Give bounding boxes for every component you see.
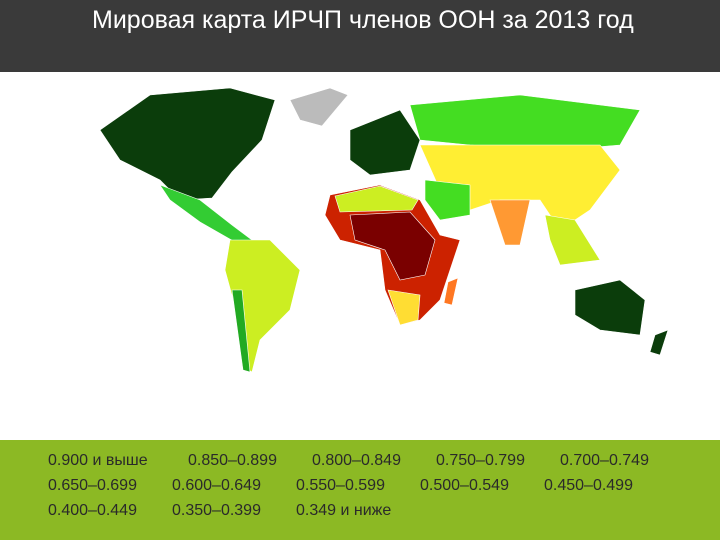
legend-item: 0.750–0.799: [436, 452, 525, 469]
north-america: [99, 87, 276, 201]
legend-item: 0.600–0.649: [172, 477, 261, 494]
legend-item: 0.650–0.699: [48, 477, 137, 494]
legend: 0.900 и выше 0.850–0.899 0.800–0.849 0.750–…: [0, 440, 720, 540]
world-map: [99, 87, 669, 373]
chile: [231, 289, 251, 373]
legend-item: 0.700–0.749: [560, 452, 649, 469]
north-africa: [334, 185, 419, 213]
europe: [349, 109, 421, 176]
legend-item: 0.350–0.399: [172, 502, 261, 519]
russia: [409, 94, 641, 151]
greenland: [289, 87, 349, 127]
central-africa: [349, 211, 436, 281]
madagascar: [443, 277, 459, 306]
legend-item: 0.850–0.899: [188, 452, 277, 469]
header: Мировая карта ИРЧП членов ООН за 2013 го…: [0, 0, 720, 72]
legend-item: 0.349 и ниже: [296, 502, 392, 519]
india: [489, 199, 531, 246]
title: Мировая карта ИРЧП членов ООН за 2013 го…: [92, 6, 634, 34]
southern-africa: [387, 289, 421, 326]
legend-item: 0.800–0.849: [312, 452, 401, 469]
legend-item: 0.500–0.549: [420, 477, 509, 494]
southeast-asia: [544, 214, 601, 266]
middle-east: [424, 179, 471, 221]
new-zealand: [649, 329, 669, 356]
legend-item: 0.550–0.599: [296, 477, 385, 494]
legend-item: 0.400–0.449: [48, 502, 137, 519]
legend-item: 0.450–0.499: [544, 477, 633, 494]
legend-item: 0.900 и выше: [48, 452, 148, 469]
australia: [574, 279, 646, 336]
